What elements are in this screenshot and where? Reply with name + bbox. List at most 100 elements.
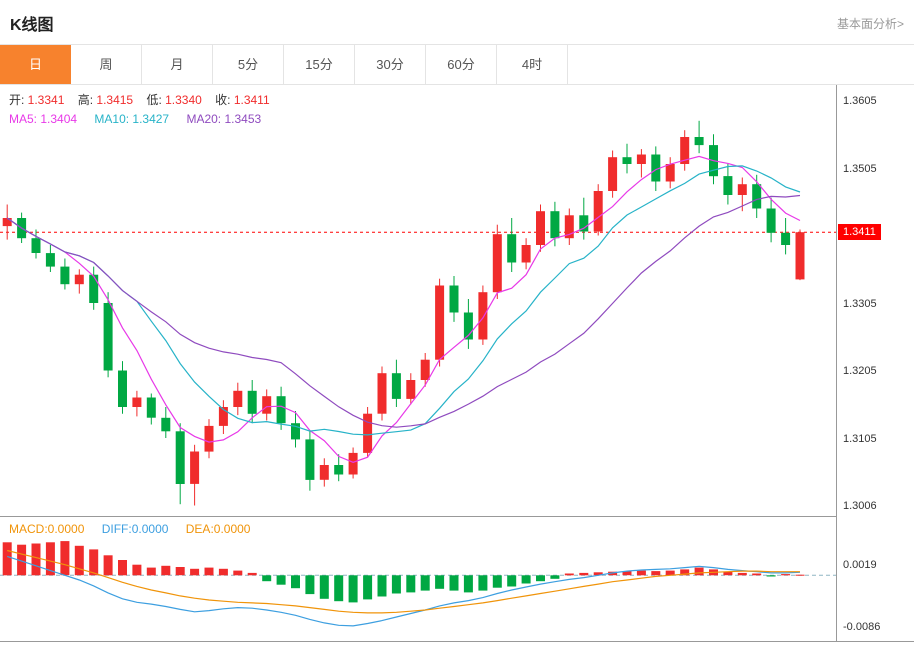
candle <box>435 278 445 367</box>
candle <box>406 373 416 405</box>
ma5-line <box>6 155 801 463</box>
candle <box>463 299 473 349</box>
dea-value: DEA:0.0000 <box>185 522 251 536</box>
high-label: 高: <box>77 93 97 107</box>
candle <box>694 120 704 154</box>
current-price-tag: 1.3411 <box>838 224 881 241</box>
ma10-line <box>6 165 801 436</box>
candle <box>132 390 142 417</box>
candle <box>2 204 12 240</box>
chart-region: 开: 1.3341 高: 1.3415 低: 1.3340 收: 1.3411 … <box>0 85 914 642</box>
open-item: 开: 1.3341 <box>9 93 64 107</box>
y-axis-tick: 1.3305 <box>843 297 877 310</box>
close-value: 1.3411 <box>233 93 270 107</box>
macd-axis-tick: 0.0019 <box>843 559 877 572</box>
candle <box>89 266 99 310</box>
tab-month[interactable]: 月 <box>142 45 213 84</box>
y-axis-tick: 1.3105 <box>843 432 877 445</box>
ma10-value: MA10: 1.3427 <box>94 112 170 126</box>
candle <box>795 229 805 281</box>
ma20-line <box>6 194 801 428</box>
close-label: 收: <box>215 93 234 107</box>
open-value: 1.3341 <box>27 93 65 107</box>
main-y-axis: 1.3411 1.3605 1.3505 1.3305 1.3205 1.3105 1.3… <box>837 85 914 518</box>
tab-15min[interactable]: 15分 <box>284 45 355 84</box>
macd-panel[interactable]: MACD:0.0000 DIFF:0.0000 DEA:0.0000 <box>0 517 836 640</box>
diff-value: DIFF:0.0000 <box>101 522 169 536</box>
candle <box>521 238 531 270</box>
header: K线图 基本面分析> <box>0 0 914 44</box>
open-label: 开: <box>9 93 28 107</box>
candle <box>478 285 488 345</box>
candle <box>74 269 84 294</box>
candlestick-chart[interactable] <box>0 85 836 517</box>
candle <box>161 407 171 438</box>
candle <box>334 454 344 482</box>
candle <box>146 393 156 425</box>
y-axis: 1.3411 1.3605 1.3505 1.3305 1.3205 1.3105 1.3… <box>836 85 914 641</box>
candle <box>636 149 646 178</box>
candle <box>608 150 618 198</box>
candle <box>550 201 560 247</box>
high-value: 1.3415 <box>96 93 134 107</box>
candle <box>781 218 791 255</box>
macd-value: MACD:0.0000 <box>9 522 85 536</box>
candle <box>175 423 185 505</box>
candle <box>391 359 401 407</box>
candle <box>593 184 603 236</box>
ma-legend: MA5: 1.3404 MA10: 1.3427 MA20: 1.3453 <box>9 112 275 126</box>
macd-chart[interactable] <box>0 517 836 640</box>
candle <box>218 400 228 434</box>
candle <box>564 208 574 245</box>
macd-legend: MACD:0.0000 DIFF:0.0000 DEA:0.0000 <box>9 522 264 536</box>
tab-day[interactable]: 日 <box>0 45 71 84</box>
candle <box>348 447 358 479</box>
y-axis-tick: 1.3205 <box>843 365 877 378</box>
candle <box>651 146 661 191</box>
dea-line <box>7 549 800 614</box>
high-item: 高: 1.3415 <box>78 93 133 107</box>
tab-5min[interactable]: 5分 <box>213 45 284 84</box>
plots: 开: 1.3341 高: 1.3415 低: 1.3340 收: 1.3411 … <box>0 85 836 641</box>
y-axis-tick: 1.3605 <box>843 95 877 108</box>
candle <box>507 218 517 272</box>
candle <box>305 431 315 491</box>
candle <box>579 197 589 240</box>
candle <box>204 419 214 459</box>
low-label: 低: <box>146 93 166 107</box>
ma20-value: MA20: 1.3453 <box>186 112 262 126</box>
candle <box>492 224 502 299</box>
candle <box>363 407 373 457</box>
fundamental-analysis-link[interactable]: 基本面分析> <box>836 16 904 31</box>
page-title: K线图 <box>10 17 54 34</box>
candle <box>190 444 200 506</box>
ohlc-legend: 开: 1.3341 高: 1.3415 低: 1.3340 收: 1.3411 <box>9 91 280 108</box>
y-axis-tick: 1.3006 <box>843 499 877 512</box>
macd-histogram <box>2 541 805 603</box>
candle <box>449 276 459 322</box>
tab-week[interactable]: 周 <box>71 45 142 84</box>
tab-4hour[interactable]: 4时 <box>497 45 568 84</box>
diff-line <box>7 555 801 627</box>
low-item: 低: 1.3340 <box>146 93 201 107</box>
candle <box>247 380 257 424</box>
y-axis-tick: 1.3505 <box>843 162 877 175</box>
candle <box>31 229 41 259</box>
candle <box>262 389 272 421</box>
candle <box>45 245 55 272</box>
tab-60min[interactable]: 60分 <box>426 45 497 84</box>
macd-y-axis: 0.0019 -0.0086 <box>837 518 914 641</box>
candle <box>291 411 300 448</box>
candle <box>536 204 545 252</box>
candle <box>377 366 387 421</box>
low-value: 1.3340 <box>165 93 202 107</box>
ma5-value: MA5: 1.3404 <box>9 112 78 126</box>
candlestick-panel[interactable]: 开: 1.3341 高: 1.3415 低: 1.3340 收: 1.3411 … <box>0 85 836 517</box>
tab-30min[interactable]: 30分 <box>355 45 426 84</box>
candle <box>60 258 70 290</box>
candle <box>766 197 776 243</box>
macd-axis-tick: -0.0086 <box>843 620 881 633</box>
candle <box>118 361 127 414</box>
candle <box>276 386 286 430</box>
